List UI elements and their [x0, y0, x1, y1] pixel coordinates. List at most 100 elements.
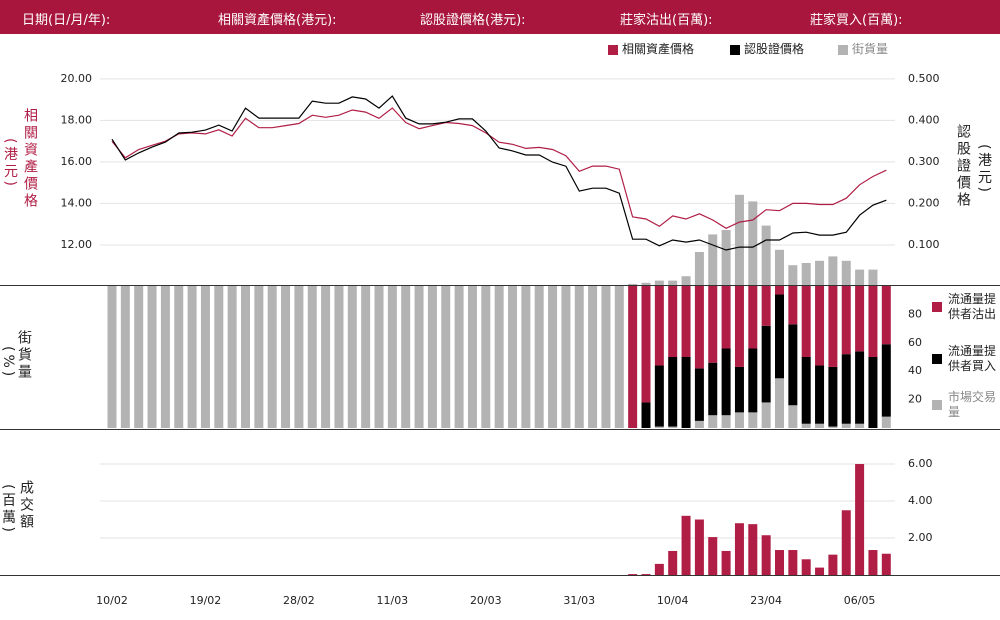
legend-swatch: [932, 302, 942, 312]
turnover-bar: [788, 550, 798, 575]
street-volume-bar: [748, 201, 758, 285]
stacked-bar: [681, 357, 691, 428]
stacked-bar: [321, 286, 331, 428]
x-tick-label: 10/02: [96, 594, 128, 607]
x-tick-label: 31/03: [563, 594, 595, 607]
turnover-bar: [708, 537, 718, 575]
stacked-bar: [721, 286, 731, 349]
stacked-bar: [734, 366, 744, 413]
stacked-bar: [668, 286, 678, 357]
stacked-bar: [654, 365, 664, 427]
x-tick-label: 06/05: [844, 594, 876, 607]
stacked-bar: [494, 286, 504, 428]
stacked-bar: [801, 286, 811, 357]
stacked-bar: [855, 286, 865, 352]
stacked-bar: [748, 286, 758, 349]
stacked-bar: [227, 286, 237, 428]
y-tick-label: 20.00: [61, 72, 93, 85]
stacked-bar: [307, 286, 317, 428]
legend-label: 市場交易量: [948, 390, 997, 419]
legend-label: 流通量提供者買入: [948, 344, 997, 373]
stacked-bar: [788, 405, 798, 428]
stacked-bar: [868, 357, 878, 428]
y-tick-label: 80: [908, 307, 922, 320]
stacked-bar: [441, 286, 451, 428]
street-volume-bar: [868, 269, 878, 285]
y-axis-unit: (港元): [2, 138, 18, 189]
stacked-bar: [881, 286, 891, 345]
y-tick-label: 0.100: [908, 238, 940, 251]
y-tick-label: 0.200: [908, 197, 940, 210]
stacked-bar: [254, 286, 264, 428]
stacked-bar: [534, 286, 544, 428]
street-volume-bar: [681, 276, 691, 285]
legend-label: 相關資產價格: [622, 42, 695, 56]
y-tick-label: 0.300: [908, 155, 940, 168]
y-tick-label: 16.00: [61, 155, 93, 168]
y-axis-unit: (百萬): [0, 484, 16, 535]
stacked-bar: [734, 412, 744, 428]
street-volume-bar: [641, 282, 651, 285]
street-volume-bar: [721, 230, 731, 285]
y-axis-label: 相關資產價格: [22, 108, 38, 210]
street-volume-bar: [855, 269, 865, 285]
stacked-bar: [467, 286, 477, 428]
legend-swatch: [838, 45, 848, 55]
stacked-bar: [107, 286, 117, 428]
turnover-bar: [868, 550, 878, 575]
y-tick-label: 14.00: [61, 196, 93, 209]
stacked-bar: [387, 286, 397, 428]
legend-swatch: [608, 45, 618, 55]
stacked-bar: [401, 286, 411, 428]
header-label: 莊家沽出(百萬):: [620, 13, 713, 28]
stacked-bar: [775, 294, 784, 379]
stacked-bar: [508, 286, 517, 428]
turnover-bar: [855, 464, 865, 575]
stacked-bar: [775, 286, 784, 295]
stacked-bar: [187, 286, 197, 428]
stacked-bar: [694, 420, 704, 428]
turnover-bar: [841, 510, 851, 575]
street-volume-bar: [734, 194, 744, 285]
stacked-bar: [654, 426, 664, 428]
y-tick-label: 6.00: [908, 457, 933, 470]
header-label: 認股證價格(港元):: [420, 13, 526, 28]
turnover-bar: [641, 574, 651, 575]
stacked-bar: [294, 286, 304, 428]
stacked-bar: [681, 286, 691, 357]
header-bar: 日期(日/月/年): 相關資產價格(港元): 認股證價格(港元): 莊家沽出(百…: [0, 0, 1000, 34]
turnover-bar: [734, 523, 744, 575]
header-label: 莊家買入(百萬):: [810, 13, 903, 28]
legend-swatch: [730, 45, 740, 55]
price-line: [111, 95, 887, 251]
stacked-bar: [548, 286, 558, 428]
turnover-bar: [654, 563, 664, 575]
turnover-bar: [761, 535, 771, 575]
stacked-bar: [174, 286, 184, 428]
stacked-bar: [200, 286, 210, 428]
turnover-bar: [668, 550, 678, 575]
turnover-bar: [775, 550, 784, 575]
price-line: [111, 107, 887, 229]
turnover-bar: [721, 550, 731, 575]
stacked-bar: [761, 325, 771, 403]
stacked-bar: [748, 412, 758, 428]
stacked-bar: [734, 286, 744, 367]
stacked-bar: [614, 286, 624, 428]
stacked-bar: [668, 426, 678, 428]
stacked-bar: [828, 426, 838, 428]
stacked-bar: [721, 415, 731, 428]
y-axis-label: 街貨量: [16, 330, 32, 381]
stacked-bar: [694, 286, 704, 369]
stacked-bar: [815, 365, 825, 424]
stacked-bar: [868, 286, 878, 357]
stacked-bar: [828, 286, 838, 367]
y-axis-label: 成交額: [18, 480, 34, 531]
stacked-bar: [815, 286, 825, 366]
stacked-bar: [761, 286, 771, 326]
legend-label: 街貨量: [852, 42, 889, 56]
stacked-bar: [641, 402, 651, 428]
street-volume-bar: [708, 234, 718, 285]
y-tick-label: 2.00: [908, 531, 933, 544]
